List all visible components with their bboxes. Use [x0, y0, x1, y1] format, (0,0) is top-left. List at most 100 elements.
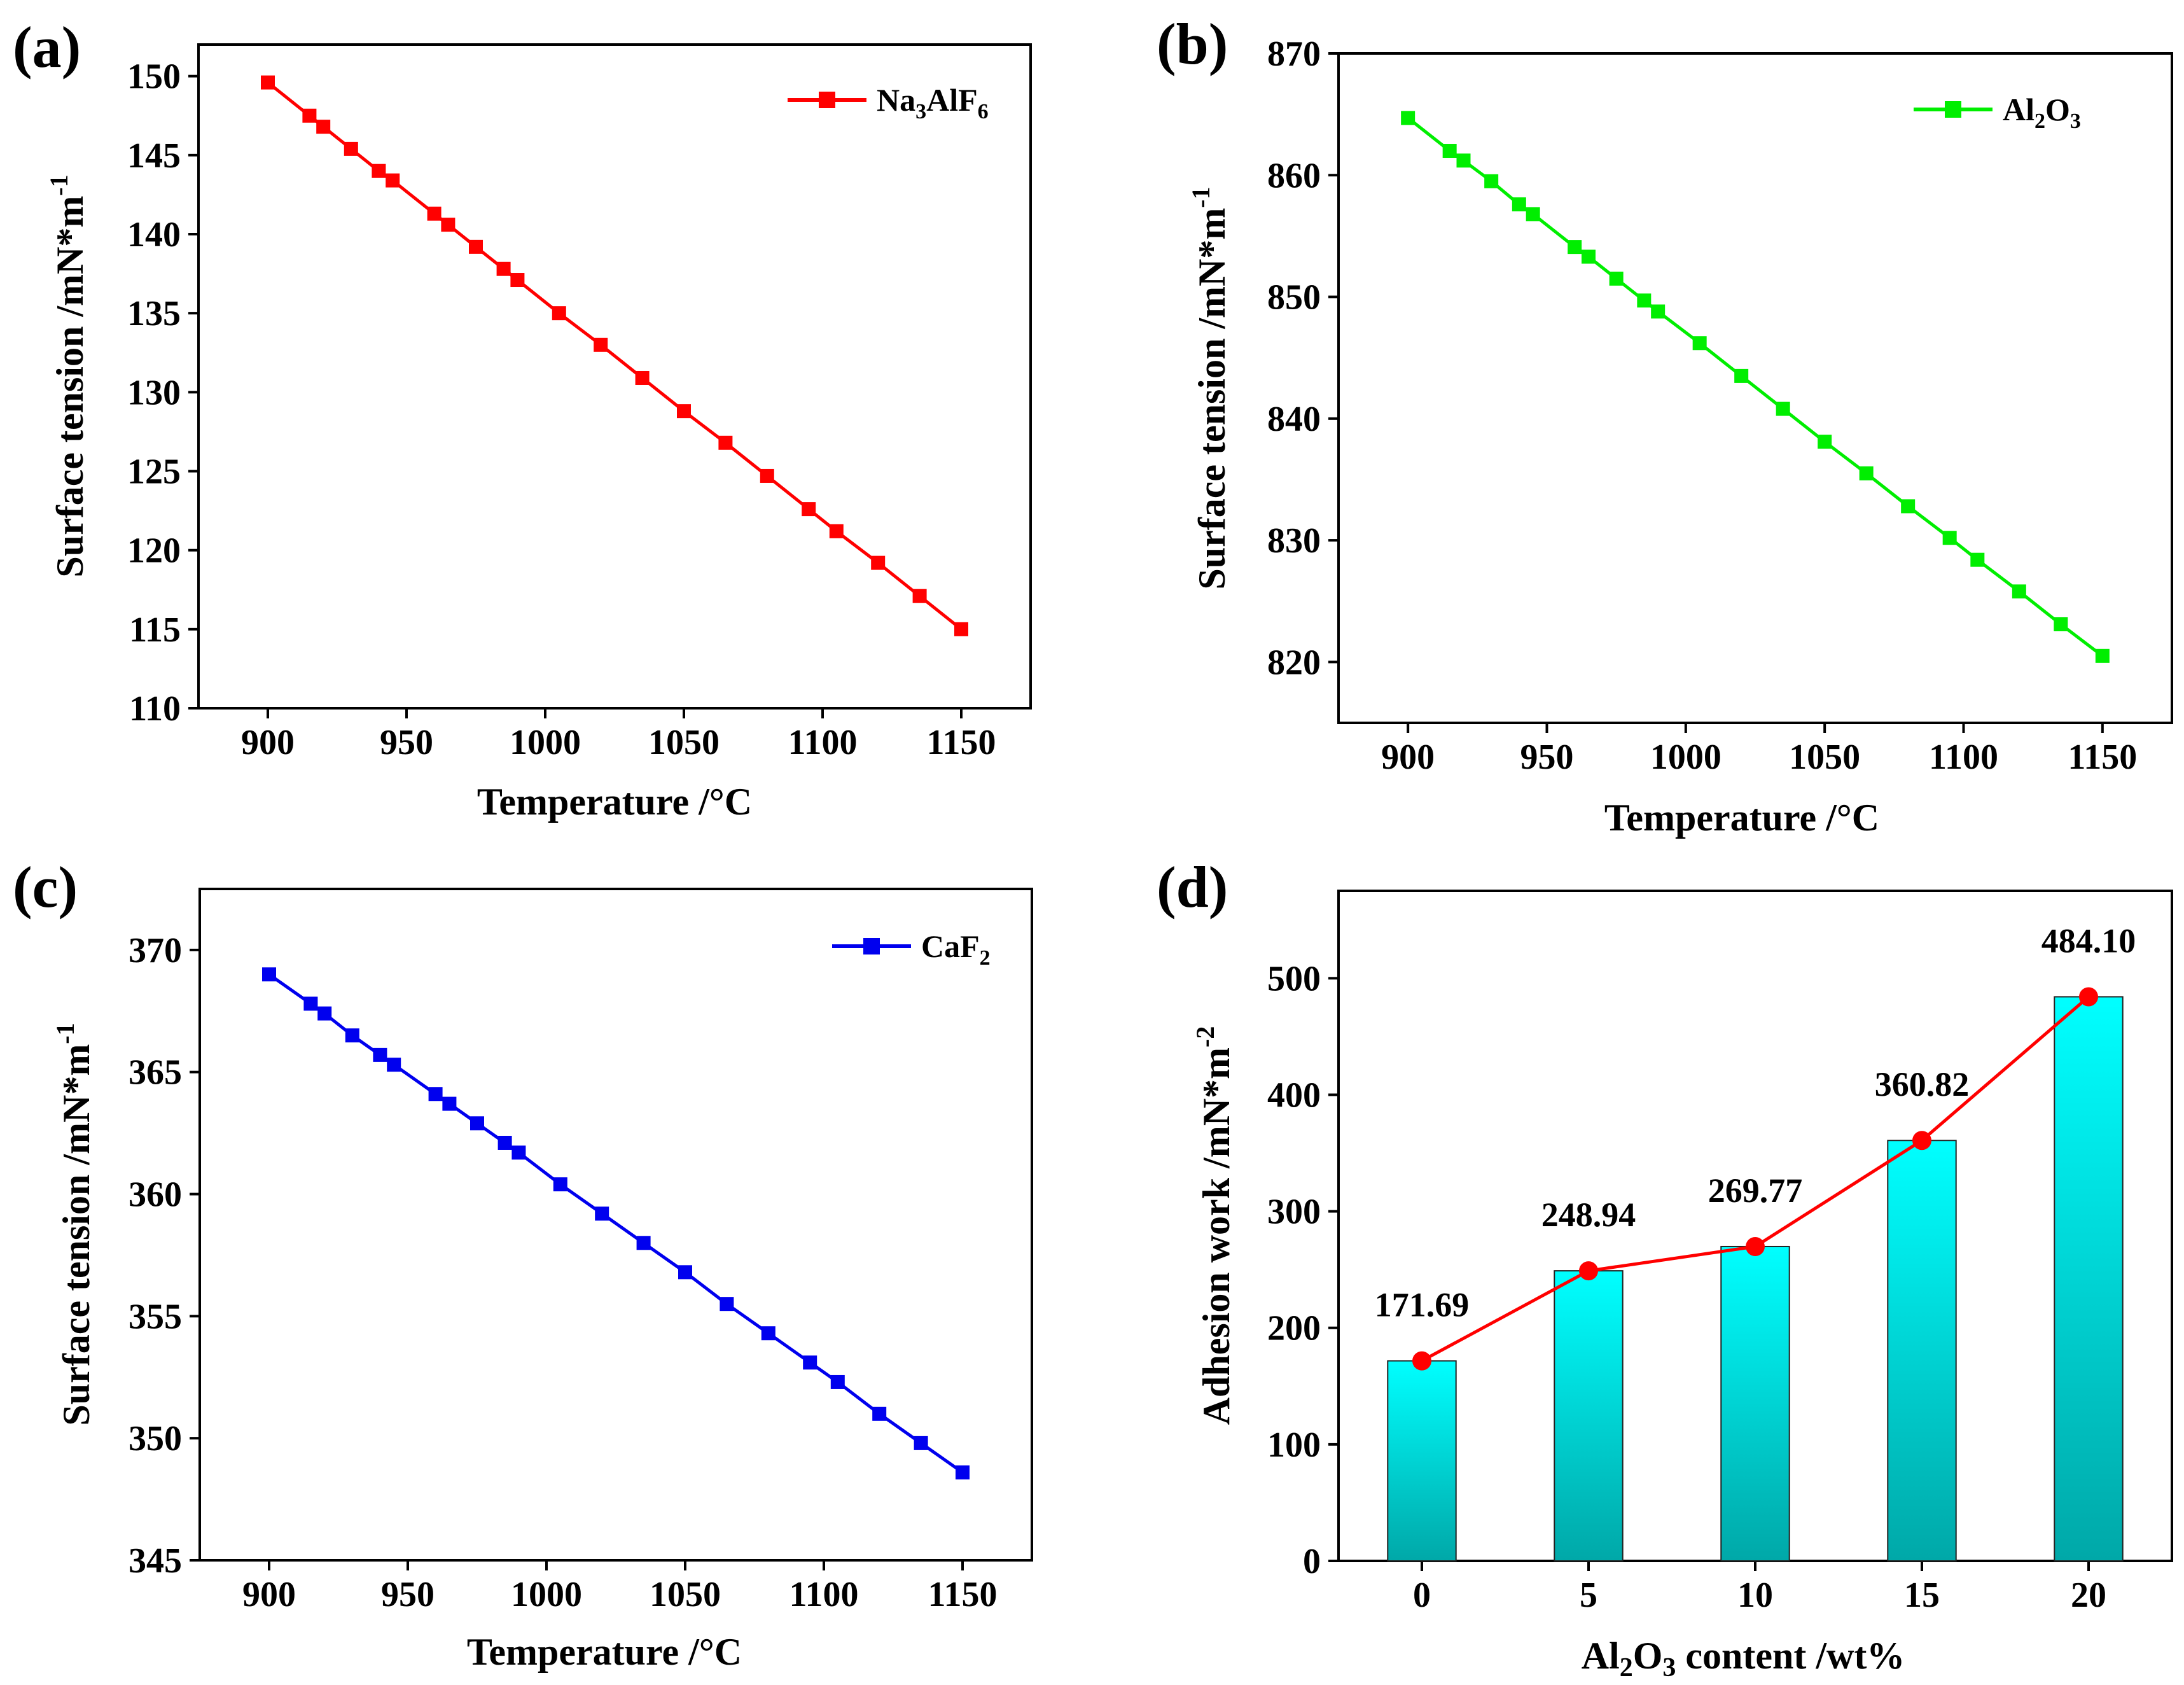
y-tick-label: 150 — [127, 57, 181, 97]
y-tick-label: 145 — [127, 136, 181, 176]
x-tick-label: 1150 — [927, 723, 996, 762]
data-point — [761, 1326, 776, 1341]
data-point — [636, 1236, 651, 1250]
data-point — [1609, 271, 1624, 286]
x-tick-label: 900 — [241, 723, 295, 762]
y-axis-label-main: Surface tension /mN*m — [49, 196, 91, 578]
data-point — [302, 108, 317, 123]
x-axis-label-post: content /wt% — [1676, 1635, 1905, 1677]
legend-label-sub2: 6 — [978, 100, 989, 123]
data-point — [1512, 197, 1526, 212]
y-axis-label-main: Surface tension /mN*m — [1191, 208, 1233, 590]
y-tick-label: 500 — [1267, 959, 1321, 998]
data-point — [345, 1028, 359, 1043]
x-tick-label: 5 — [1580, 1576, 1597, 1615]
y-axis-label-sup: -1 — [51, 1023, 80, 1044]
data-point — [2012, 584, 2026, 599]
data-point — [1401, 111, 1415, 125]
data-point — [261, 75, 275, 90]
x-tick-label: 1150 — [928, 1575, 998, 1614]
y-tick-label: 360 — [129, 1175, 182, 1215]
series-line — [267, 81, 963, 631]
y-tick-label: 200 — [1267, 1309, 1321, 1348]
panel-label: (a) — [13, 15, 81, 80]
x-tick-label: 1000 — [511, 1575, 582, 1614]
data-point — [1859, 466, 1874, 480]
data-point — [470, 1116, 484, 1131]
data-point — [802, 502, 816, 517]
data-point — [1970, 552, 1985, 567]
data-point — [428, 1087, 443, 1101]
data-point — [1568, 240, 1582, 255]
data-point — [469, 239, 483, 254]
x-axis-label-mid: O — [1633, 1635, 1663, 1677]
data-point — [316, 120, 331, 134]
x-tick-label: 1100 — [788, 723, 858, 762]
data-point — [510, 273, 525, 288]
data-label: 360.82 — [1875, 1065, 1970, 1103]
x-tick-label: 950 — [1520, 738, 1574, 777]
data-point — [2095, 648, 2110, 663]
panel-a: (a) 110 115 120 125 130 135 140 145 150 900 950 100… — [13, 15, 1032, 823]
data-label: 484.10 — [2041, 921, 2136, 960]
data-point — [829, 524, 844, 538]
panel-d: (d) 0 100 200 300 400 500 0 5 10 15 20 171.69 248.9… — [1157, 855, 2173, 1682]
bar — [1720, 1245, 1790, 1562]
legend-label-sub1: 2 — [980, 946, 991, 970]
y-tick-label: 850 — [1267, 278, 1321, 318]
data-point — [720, 1297, 734, 1311]
series-line — [1407, 116, 2104, 657]
legend: Na3AlF6 — [788, 82, 989, 123]
legend-label-pre: Na — [877, 82, 915, 118]
data-point — [1912, 1131, 1931, 1150]
data-point — [511, 1145, 526, 1160]
bar — [1887, 1140, 1957, 1562]
data-point — [912, 589, 927, 603]
y-tick-label: 400 — [1267, 1075, 1321, 1115]
data-point — [2079, 987, 2098, 1007]
data-label: 171.69 — [1375, 1286, 1470, 1324]
data-point — [871, 556, 886, 570]
x-tick-label: 1050 — [1789, 738, 1860, 777]
data-point — [635, 370, 650, 385]
data-point — [1579, 1261, 1598, 1281]
panel-c: (c) 345 350 355 360 365 370 900 950 1000 1050 1100… — [13, 855, 1033, 1673]
data-point — [386, 173, 400, 188]
x-tick-label: 950 — [381, 1575, 435, 1614]
data-point — [372, 164, 386, 178]
data-point — [1526, 207, 1540, 221]
y-tick-label: 120 — [127, 531, 181, 571]
bar — [1554, 1270, 1624, 1562]
data-point — [595, 1206, 609, 1221]
bar — [1387, 1360, 1457, 1562]
y-axis-label-sup: -2 — [1191, 1026, 1220, 1047]
data-point — [760, 468, 774, 483]
ticks: 820 830 840 850 860 870 900 950 1000 1050 1100 1150 — [1267, 34, 2137, 777]
y-tick-label: 0 — [1303, 1542, 1321, 1581]
x-tick-label: 1100 — [789, 1575, 859, 1614]
data-point — [303, 996, 318, 1011]
y-axis-label: Surface tension /mN*m-1 — [1186, 186, 1233, 589]
data-point — [872, 1406, 887, 1421]
y-tick-label: 110 — [129, 689, 181, 729]
y-tick-label: 100 — [1267, 1425, 1321, 1465]
data-point — [1692, 336, 1707, 351]
legend-marker — [819, 92, 835, 108]
legend-label: CaF2 — [921, 928, 991, 970]
data-point — [1942, 531, 1957, 545]
data-point — [1776, 402, 1790, 416]
x-tick-label: 900 — [242, 1575, 296, 1614]
data-point — [594, 337, 608, 352]
legend-label-pre: Al — [2003, 92, 2034, 127]
x-tick-label: 1150 — [2068, 738, 2137, 777]
data-point — [1818, 435, 1832, 449]
data-point — [317, 1006, 332, 1021]
data-point — [1901, 499, 1916, 514]
ticks: 110 115 120 125 130 135 140 145 150 900 950 1000 105… — [127, 57, 996, 762]
data-point — [427, 206, 442, 221]
data-label: 269.77 — [1708, 1171, 1803, 1210]
y-tick-label: 870 — [1267, 34, 1321, 74]
legend-marker — [863, 938, 880, 954]
y-tick-label: 860 — [1267, 156, 1321, 195]
